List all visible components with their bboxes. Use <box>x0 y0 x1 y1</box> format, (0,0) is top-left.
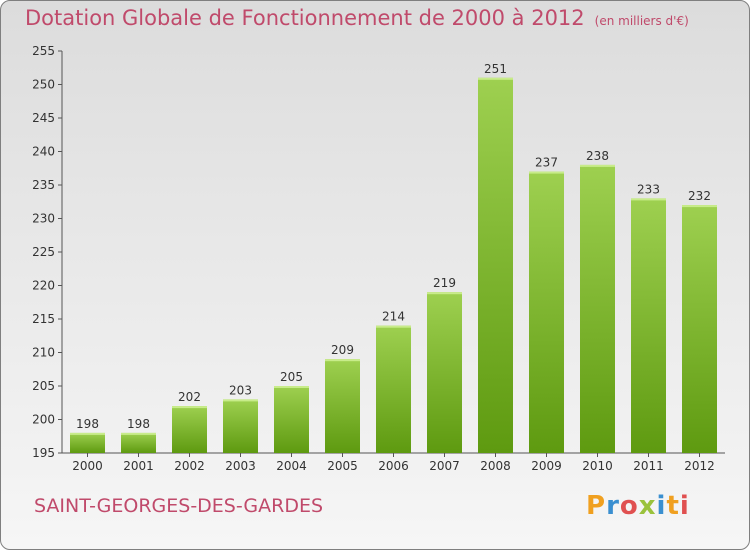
bar-value-label: 238 <box>586 149 609 163</box>
x-tick-label: 2000 <box>72 459 103 473</box>
bar-highlight <box>121 432 156 435</box>
bar <box>172 406 207 453</box>
proxiti-logo[interactable]: Proxiti <box>586 491 690 521</box>
logo-letter: o <box>619 491 639 521</box>
bar <box>325 359 360 453</box>
x-tick-label: 2007 <box>429 459 460 473</box>
x-axis: 2000 2001 2002 2003 2004 2005 2006 2007 2008 2009… <box>62 452 725 473</box>
x-tick-label: 2011 <box>633 459 664 473</box>
logo-letter: r <box>606 491 620 521</box>
x-tick-label: 2008 <box>480 459 511 473</box>
y-tick-label: 200 <box>32 413 55 427</box>
commune-name: SAINT-GEORGES-DES-GARDES <box>34 495 324 517</box>
bar-highlight <box>529 171 564 174</box>
bar-value-label: 233 <box>637 182 660 196</box>
y-tick-label: 255 <box>32 44 55 58</box>
chart-subtitle: (en milliers d'€) <box>594 14 689 28</box>
bar-value-label: 198 <box>76 417 99 431</box>
y-tick-label: 250 <box>32 78 55 92</box>
bar <box>529 171 564 453</box>
x-tick-label: 2003 <box>225 459 256 473</box>
bar <box>121 432 156 453</box>
x-tick-label: 2010 <box>582 459 613 473</box>
bar <box>682 205 717 453</box>
bar-highlight <box>580 164 615 167</box>
y-tick-label: 225 <box>32 245 55 259</box>
bar-highlight <box>682 205 717 208</box>
x-tick-label: 2005 <box>327 459 358 473</box>
y-tick-label: 220 <box>32 279 55 293</box>
y-tick-label: 245 <box>32 111 55 125</box>
y-tick-label: 240 <box>32 145 55 159</box>
y-tick-label: 205 <box>32 379 55 393</box>
bar-highlight <box>376 325 411 328</box>
chart-title: Dotation Globale de Fonctionnement de 20… <box>25 6 689 30</box>
x-tick-label: 2004 <box>276 459 307 473</box>
bar <box>70 432 105 453</box>
bar <box>478 77 513 454</box>
y-tick-label: 230 <box>32 212 55 226</box>
bar-value-label: 202 <box>178 390 201 404</box>
bar <box>274 386 309 453</box>
x-tick-label: 2002 <box>174 459 205 473</box>
y-tick-label: 210 <box>32 346 55 360</box>
bar-value-label: 219 <box>433 276 456 290</box>
bar-highlight <box>478 77 513 80</box>
bar-highlight <box>325 359 360 362</box>
bar-highlight <box>631 198 666 201</box>
x-tick-label: 2009 <box>531 459 562 473</box>
y-tick-label: 235 <box>32 178 55 192</box>
bar-value-label: 198 <box>127 417 150 431</box>
logo-letter: i <box>656 491 667 521</box>
x-tick-label: 2012 <box>684 459 715 473</box>
bar-highlight <box>427 292 462 295</box>
y-tick-label: 215 <box>32 312 55 326</box>
bar-highlight <box>172 406 207 409</box>
bar <box>631 198 666 453</box>
logo-letter: i <box>679 491 690 521</box>
bar-value-label: 214 <box>382 310 405 324</box>
bar-value-label: 237 <box>535 156 558 170</box>
bar-value-label: 232 <box>688 189 711 203</box>
logo-letter: t <box>666 491 680 521</box>
chart-title-text: Dotation Globale de Fonctionnement de 20… <box>25 6 585 30</box>
bar <box>376 325 411 453</box>
y-axis: 195 200 205 210 215 220 225 230 235 240 245 250 255 <box>32 44 63 460</box>
bar <box>580 164 615 453</box>
bar <box>223 399 258 453</box>
bar-value-label: 205 <box>280 370 303 384</box>
bars: 198 198 202 203 205 209 214 219 251 237 238 233 232 <box>70 62 717 454</box>
y-tick-label: 195 <box>32 446 55 460</box>
bar-highlight <box>223 399 258 402</box>
bar-highlight <box>70 432 105 435</box>
logo-letter: x <box>638 491 657 521</box>
bar-value-label: 209 <box>331 343 354 357</box>
bar-value-label: 251 <box>484 62 507 76</box>
bar <box>427 292 462 453</box>
x-tick-label: 2001 <box>123 459 154 473</box>
x-tick-label: 2006 <box>378 459 409 473</box>
logo-letter: P <box>586 491 607 521</box>
bar-highlight <box>274 386 309 388</box>
bar-value-label: 203 <box>229 383 252 397</box>
